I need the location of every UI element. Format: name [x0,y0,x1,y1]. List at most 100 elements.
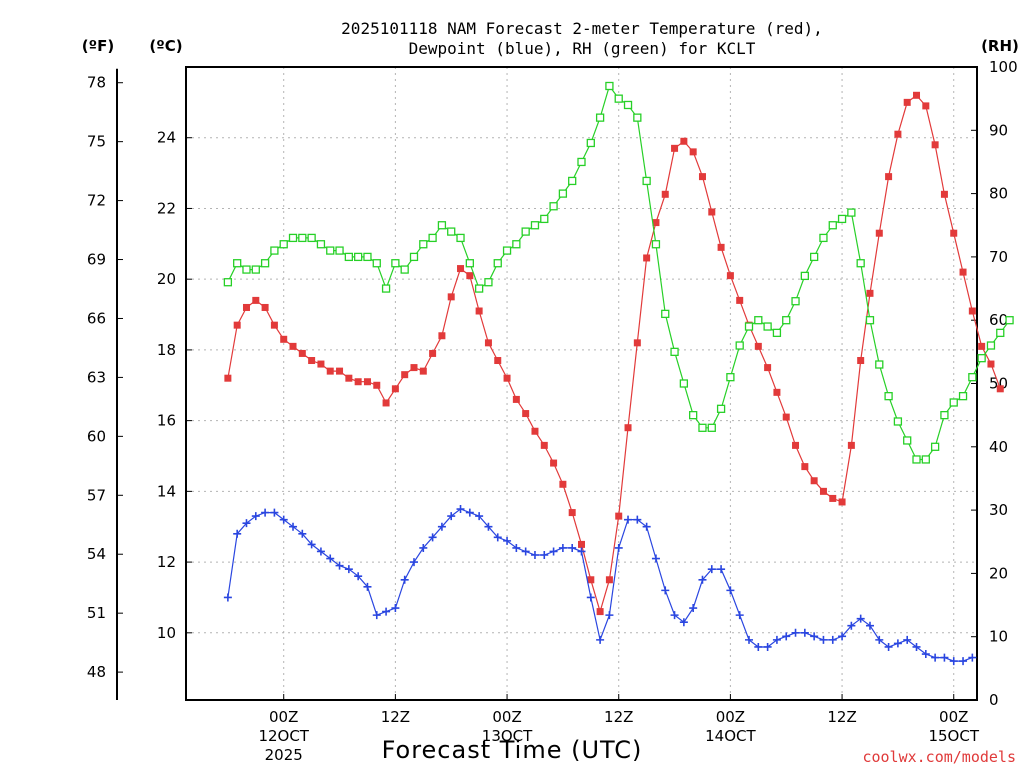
rh-point [335,246,344,255]
temperature-point [931,141,939,149]
rh-tick-label: 0 [989,691,999,709]
rh-point [903,436,912,445]
dewpoint-point [726,586,735,595]
chart-title-line-2: Dewpoint (blue), RH (green) for KCLT [409,39,756,58]
temperature-point [252,296,260,304]
temperature-point [261,303,269,311]
temperature-point [568,509,576,517]
temperature-point [671,144,679,152]
temperature-point [457,265,465,273]
temperature-point [996,385,1004,393]
temperature-point [336,367,344,375]
fahrenheit-tick-label: 63 [87,368,106,386]
temperature-point [429,349,437,357]
temperature-point [913,91,921,99]
dewpoint-series [223,505,977,666]
rh-point [381,284,391,293]
rh-tick-label: 40 [989,438,1008,456]
dewpoint-point [828,635,837,644]
temperature-point [754,342,762,350]
temperature-point [484,339,492,347]
dewpoint-point [865,621,874,630]
dewpoint-point [475,512,484,521]
dewpoint-point [503,536,512,545]
rh-point [819,233,828,243]
fahrenheit-tick-label: 66 [87,309,106,327]
celsius-tick-label: 16 [157,412,176,430]
rh-point [800,271,809,281]
rh-point [791,297,800,306]
rh-point [772,328,782,338]
rh-point [893,417,903,426]
rh-point [865,316,875,325]
temperature-point [317,360,325,368]
dewpoint-point [233,529,242,538]
rh-point [958,392,968,401]
rh-point [716,404,726,413]
x-tick-label: 12Z [381,708,410,726]
dewpoint-point [521,547,530,556]
rh-point [828,221,837,230]
dewpoint-point [670,611,679,620]
rh-tick-label: 60 [989,311,1008,329]
dewpoint-point [707,565,716,574]
rh-point [465,259,474,268]
rh-point [670,347,679,357]
rh-point [679,379,689,388]
x-tick-date-label: 14OCT [705,727,756,745]
rh-point [530,221,540,230]
rh-tick-label: 30 [989,501,1008,519]
rh-tick-label: 80 [989,185,1008,203]
dewpoint-point [586,593,595,602]
rh-point [809,252,819,262]
rh-point [242,265,251,274]
rh-point [940,410,949,420]
rh-point [437,221,447,230]
rh-point [540,214,549,224]
celsius-tick-label: 18 [157,341,176,359]
temperature-point [792,441,800,449]
temperature-point [373,381,381,389]
temperature-point [838,498,846,506]
rh-point [223,278,233,287]
temperature-point [233,321,241,329]
temperature-point [382,399,390,407]
rh-point [782,316,791,325]
temperature-point [345,374,353,382]
temperature-point [587,576,595,584]
temperature-point [764,364,772,372]
temperature-point [531,427,539,435]
x-tick-year-label: 2025 [265,746,303,764]
dewpoint-point [326,554,335,563]
dewpoint-point [819,635,828,644]
temperature-point [308,357,316,365]
rh-point [233,259,242,268]
dewpoint-point [940,653,949,662]
dewpoint-point [261,508,270,517]
temperature-point [224,374,232,382]
temperature-series [224,91,1004,616]
temperature-point [289,342,297,350]
rh-point [661,309,670,319]
rh-point [949,398,958,407]
temperature-point [959,268,967,276]
dewpoint-point [596,635,605,644]
rh-point [912,455,921,464]
dewpoint-point [577,547,586,556]
dewpoint-point [931,653,940,662]
temperature-point [968,307,976,315]
temperature-point [605,576,613,584]
celsius-unit-label: (ºC) [149,37,182,55]
celsius-tick-label: 14 [157,482,176,500]
dewpoint-point [912,642,921,651]
dewpoint-point [856,614,865,623]
x-tick-date-label: 13OCT [482,727,533,745]
dewpoint-point [558,543,567,552]
rh-tick-label: 90 [989,121,1008,139]
fahrenheit-tick-label: 60 [87,427,106,445]
temperature-point [494,357,502,365]
rh-point [493,259,502,268]
rh-point [763,322,772,331]
dewpoint-point [400,575,409,584]
celsius-tick-label: 12 [157,553,176,571]
